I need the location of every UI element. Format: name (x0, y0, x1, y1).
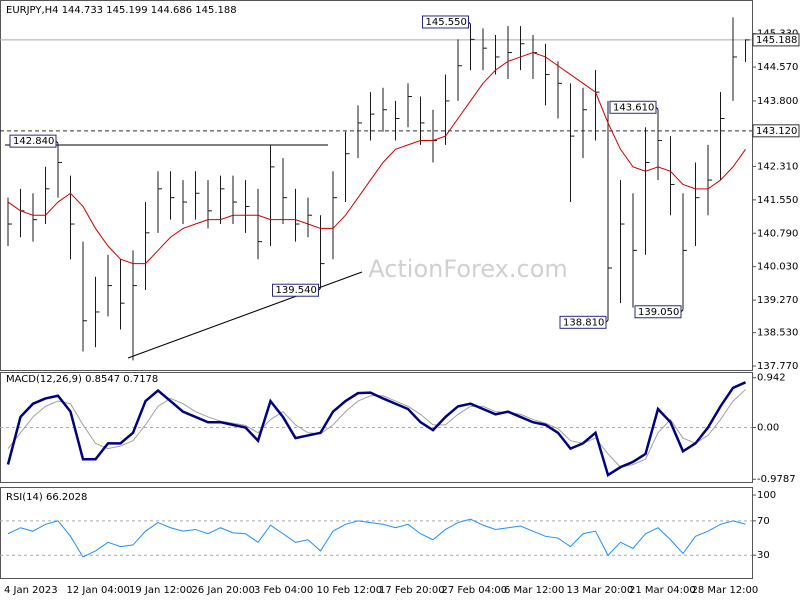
y-tick-label: 141.550 (757, 195, 798, 206)
y-tick-label: 143.800 (757, 96, 798, 107)
x-tick-label: 17 Feb 20:00 (379, 585, 445, 596)
y-tick-label: 70 (757, 516, 770, 527)
x-tick-label: 12 Jan 04:00 (67, 585, 130, 596)
annotation-label: 145.550 (426, 17, 467, 28)
level-label: 143.120 (756, 126, 797, 137)
x-tick-label: 4 Jan 2023 (4, 585, 58, 596)
rsi-panel (0, 487, 753, 579)
rsi-title: RSI(14) 66.2028 (6, 492, 87, 503)
annotation-box (634, 305, 682, 319)
annotation-box (9, 134, 57, 148)
watermark: ActionForex.com (368, 255, 568, 283)
x-tick-label: 19 Jan 12:00 (129, 585, 192, 596)
x-tick-label: 3 Feb 04:00 (254, 585, 313, 596)
moving-average (7, 52, 746, 265)
last-price-label: 145.188 (756, 35, 797, 46)
y-tick-label: 100 (757, 490, 776, 501)
x-tick-label: 10 Feb 12:00 (317, 585, 383, 596)
x-tick-label: 27 Feb 04:00 (442, 585, 508, 596)
x-tick-label: 26 Jan 20:00 (192, 585, 255, 596)
y-tick-label: -0.9787 (757, 474, 796, 485)
y-tick-label: 140.030 (757, 262, 798, 273)
last-price-box (752, 33, 800, 47)
x-tick-label: 13 Mar 20:00 (567, 585, 634, 596)
y-tick-label: 0.942 (757, 373, 786, 384)
y-tick-label: 139.270 (757, 295, 798, 306)
annotation-label: 139.540 (276, 285, 317, 296)
x-tick-label: 21 Mar 04:00 (629, 585, 696, 596)
x-tick-label: 28 Mar 12:00 (692, 585, 759, 596)
y-tick-label: 138.530 (757, 328, 798, 339)
annotation-label: 139.050 (638, 307, 679, 318)
level-label-box (752, 124, 800, 138)
annotation-box (272, 283, 319, 297)
macd-title: MACD(12,26,9) 0.8547 0.7178 (6, 374, 158, 385)
y-tick-label: 144.570 (757, 62, 798, 73)
y-tick-label: 30 (757, 550, 770, 561)
y-tick-label: 140.790 (757, 228, 798, 239)
y-tick-label: 142.310 (757, 161, 798, 172)
annotation-box (609, 100, 657, 114)
annotation-box (559, 315, 607, 329)
chart-title: EURJPY,H4 144.733 145.199 144.686 145.18… (6, 5, 237, 16)
rsi-line (7, 518, 746, 558)
annotation-label: 138.810 (563, 317, 604, 328)
trend-line (127, 271, 363, 359)
y-tick-label: 137.770 (757, 361, 798, 372)
annotation-box (422, 15, 469, 29)
annotation-label: 142.840 (13, 136, 54, 147)
x-tick-label: 6 Mar 12:00 (504, 585, 564, 596)
annotation-label: 143.610 (613, 102, 654, 113)
y-tick-label: 0.00 (757, 423, 779, 434)
price-panel (0, 0, 753, 371)
macd-line (6, 381, 747, 478)
